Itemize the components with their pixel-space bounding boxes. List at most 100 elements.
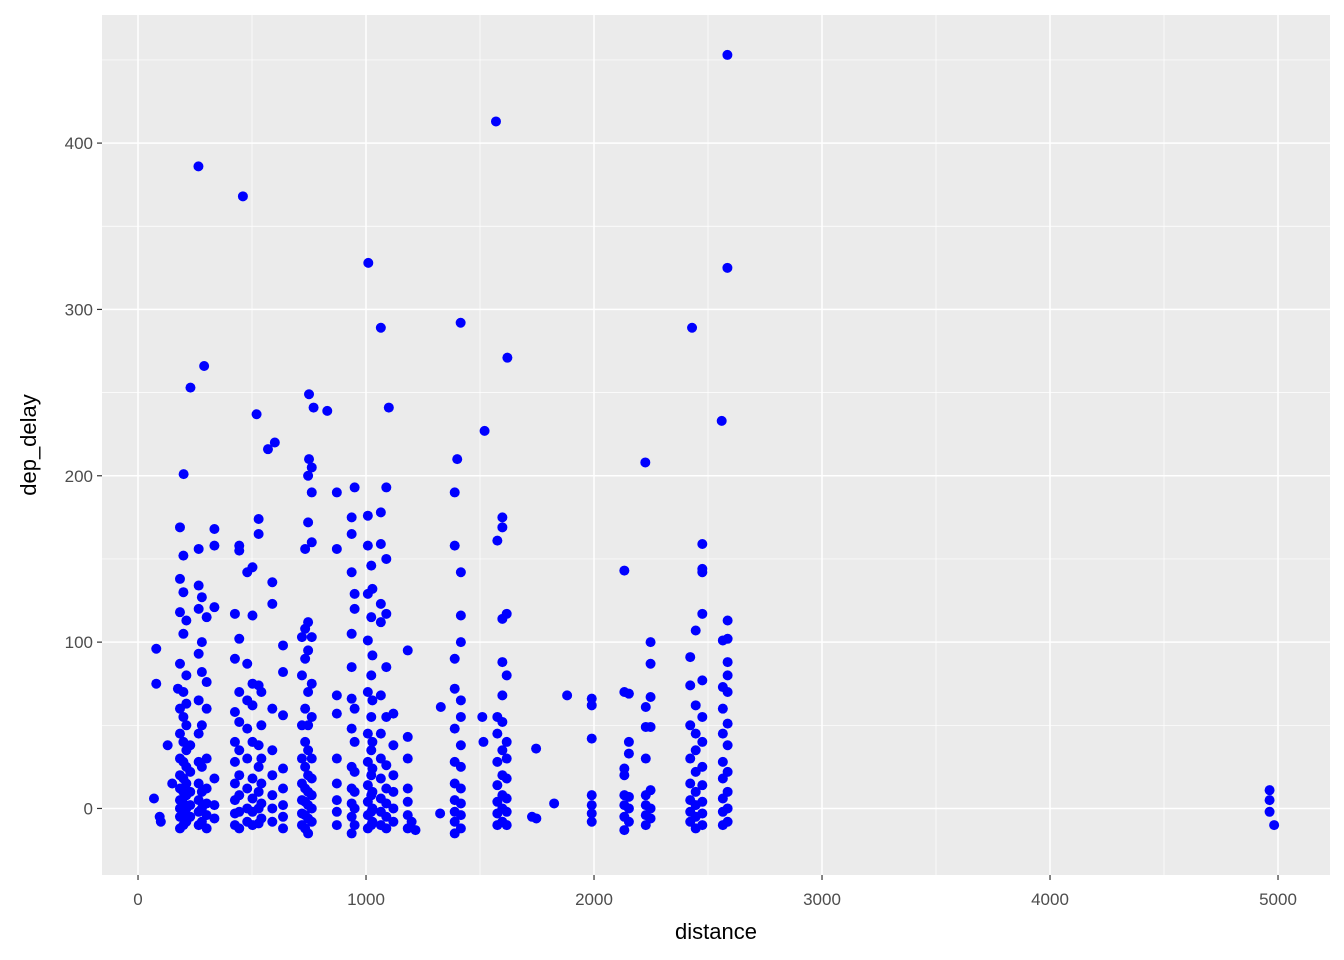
data-point [349,803,360,814]
data-point [304,454,315,465]
data-point [722,633,733,644]
data-point [366,560,377,571]
data-point [346,662,357,673]
data-point [383,402,394,413]
data-point [229,778,240,789]
data-point [1264,806,1275,817]
data-point [497,690,508,701]
data-point [256,778,267,789]
data-point [455,823,466,834]
data-point [178,469,189,480]
data-point [256,753,267,764]
data-point [269,437,280,448]
data-point [234,633,245,644]
data-point [501,670,512,681]
data-point [174,522,185,533]
data-point [247,700,258,711]
data-point [375,773,386,784]
data-point [349,482,360,493]
data-point [209,800,220,811]
data-point [229,756,240,767]
data-point [201,810,212,821]
y-tick-label: 100 [65,633,93,652]
data-point [381,760,392,771]
data-point [449,723,460,734]
data-point [722,49,733,60]
data-point [267,598,278,609]
data-point [306,711,317,722]
data-point [697,538,708,549]
data-point [697,711,708,722]
data-point [242,723,253,734]
data-point [366,711,377,722]
data-point [455,740,466,751]
data-point [645,692,656,703]
data-point [196,667,207,678]
data-point [267,577,278,588]
data-point [623,736,634,747]
data-point [349,766,360,777]
data-point [492,780,503,791]
data-point [685,720,696,731]
data-point [402,783,413,794]
data-point [435,808,446,819]
data-point [402,753,413,764]
data-point [402,796,413,807]
data-point [501,773,512,784]
data-point [1264,785,1275,796]
data-point [256,813,267,824]
data-point [455,317,466,328]
data-point [296,632,307,643]
data-point [331,795,342,806]
x-tick-label: 1000 [347,890,385,909]
data-point [623,803,634,814]
data-point [346,628,357,639]
data-point [234,790,245,801]
data-point [267,770,278,781]
data-point [278,800,289,811]
data-point [234,687,245,698]
data-point [185,382,196,393]
data-point [501,753,512,764]
data-point [362,540,373,551]
data-point [346,828,357,839]
data-point [331,543,342,554]
data-point [167,778,178,789]
data-point [185,800,196,811]
data-point [388,803,399,814]
y-axis-title: dep_delay [16,394,41,496]
data-point [501,736,512,747]
x-axis: 0 1000 2000 3000 4000 5000 [133,890,1297,909]
data-point [645,658,656,669]
data-point [623,816,634,827]
data-point [193,728,204,739]
data-point [478,736,489,747]
data-point [253,514,264,525]
data-point [278,763,289,774]
data-point [367,763,378,774]
data-point [697,608,708,619]
data-point [685,753,696,764]
data-point [367,736,378,747]
data-point [346,567,357,578]
y-tick-label: 300 [65,300,93,319]
data-point [449,683,460,694]
data-point [278,811,289,822]
data-point [722,786,733,797]
data-point [331,487,342,498]
data-point [234,745,245,756]
data-point [497,716,508,727]
data-point [300,653,311,664]
data-point [304,389,315,400]
data-point [690,786,701,797]
data-point [685,652,696,663]
data-point [722,740,733,751]
data-point [366,745,377,756]
data-point [196,720,207,731]
data-point [306,803,317,814]
data-point [181,778,192,789]
data-point [455,695,466,706]
data-point [346,528,357,539]
data-point [367,786,378,797]
data-point [381,482,392,493]
